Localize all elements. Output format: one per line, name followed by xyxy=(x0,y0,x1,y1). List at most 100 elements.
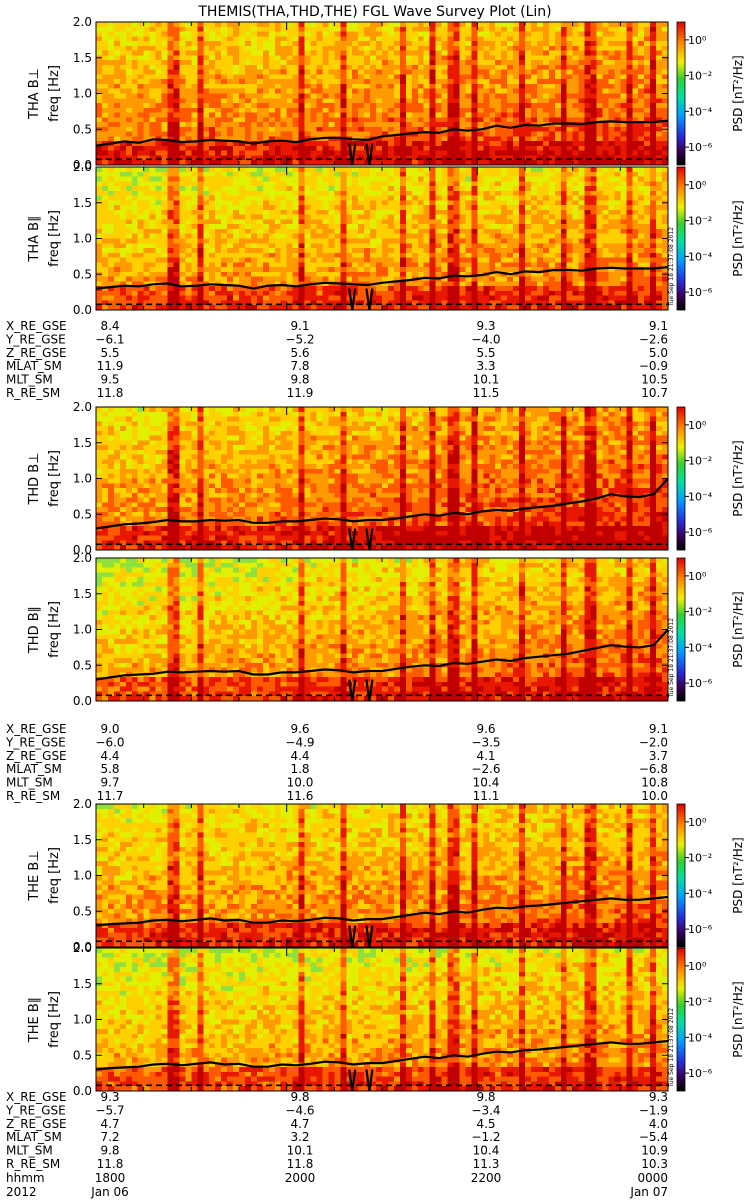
spectrogram-cell xyxy=(120,32,126,37)
spectrogram-cell xyxy=(406,108,412,113)
spectrogram-cell xyxy=(483,84,489,89)
spectrogram-cell xyxy=(537,79,543,84)
spectrogram-cell xyxy=(346,36,352,41)
spectrogram-cell xyxy=(162,84,168,89)
spectrogram-cell xyxy=(519,41,525,46)
spectrogram-cell xyxy=(448,84,454,89)
spectrogram-cell xyxy=(495,108,501,113)
spectrogram-cell xyxy=(281,84,287,89)
spectrogram-cell xyxy=(162,132,168,137)
spectrogram-cell xyxy=(144,200,150,205)
spectrogram-cell xyxy=(233,210,239,215)
spectrogram-cell xyxy=(525,94,531,99)
spectrogram-cell xyxy=(597,132,603,137)
spectrogram-cell xyxy=(281,79,287,84)
spectrogram-cell xyxy=(436,89,442,94)
spectrogram-cell xyxy=(221,177,227,182)
spectrogram-cell xyxy=(185,70,191,75)
spectrogram-cell xyxy=(132,60,138,65)
spectrogram-cell xyxy=(108,55,114,60)
spectrogram-cell xyxy=(102,277,108,282)
spectrogram-cell xyxy=(549,70,555,75)
spectrogram-cell xyxy=(215,94,221,99)
spectrogram-cell xyxy=(197,79,203,84)
spectrogram-cell xyxy=(156,46,162,51)
spectrogram-cell xyxy=(132,291,138,296)
spectrogram-cell xyxy=(656,132,662,137)
spectrogram-cell xyxy=(263,98,269,103)
spectrogram-cell xyxy=(513,36,519,41)
spectrogram-cell xyxy=(185,108,191,113)
spectrogram-cell xyxy=(513,141,519,146)
spectrogram-cell xyxy=(537,70,543,75)
spectrogram-cell xyxy=(96,108,102,113)
spectrogram-cell xyxy=(239,239,245,244)
spectrogram-cell xyxy=(144,224,150,229)
spectrogram-cell xyxy=(531,55,537,60)
spectrogram-cell xyxy=(465,122,471,127)
spectrogram-cell xyxy=(102,191,108,196)
spectrogram-cell xyxy=(138,177,144,182)
spectrogram-cell xyxy=(561,70,567,75)
spectrogram-cell xyxy=(501,79,507,84)
spectrogram-cell xyxy=(328,79,334,84)
spectrogram-cell xyxy=(549,79,555,84)
spectrogram-cell xyxy=(358,122,364,127)
spectrogram-cell xyxy=(513,41,519,46)
spectrogram-cell xyxy=(311,84,317,89)
spectrogram-cell xyxy=(150,113,156,118)
spectrogram-cell xyxy=(197,191,203,196)
spectrogram-cell xyxy=(483,122,489,127)
spectrogram-cell xyxy=(626,32,632,37)
spectrogram-cell xyxy=(96,151,102,156)
spectrogram-cell xyxy=(102,272,108,277)
spectrogram-cell xyxy=(233,286,239,291)
spectrogram-cell xyxy=(364,94,370,99)
spectrogram-cell xyxy=(311,98,317,103)
spectrogram-cell xyxy=(114,229,120,234)
spectrogram-cell xyxy=(126,239,132,244)
spectrogram-cell xyxy=(179,196,185,201)
spectrogram-cell xyxy=(281,113,287,118)
spectrogram-cell xyxy=(120,22,126,27)
spectrogram-cell xyxy=(465,132,471,137)
spectrogram-cell xyxy=(132,258,138,263)
spectrogram-cell xyxy=(168,98,174,103)
spectrogram-cell xyxy=(400,117,406,122)
spectrogram-cell xyxy=(448,46,454,51)
spectrogram-cell xyxy=(585,60,591,65)
spectrogram-cell xyxy=(549,141,555,146)
spectrogram-cell xyxy=(269,108,275,113)
spectrogram-cell xyxy=(573,41,579,46)
spectrogram-cell xyxy=(132,51,138,56)
spectrogram-cell xyxy=(507,151,513,156)
spectrogram-cell xyxy=(465,108,471,113)
spectrogram-cell xyxy=(549,32,555,37)
spectrogram-cell xyxy=(293,84,299,89)
spectrogram-cell xyxy=(430,22,436,27)
spectrogram-cell xyxy=(179,186,185,191)
spectrogram-cell xyxy=(477,55,483,60)
spectrogram-cell xyxy=(448,36,454,41)
spectrogram-cell xyxy=(299,70,305,75)
spectrogram-cell xyxy=(316,32,322,37)
spectrogram-cell xyxy=(150,172,156,177)
spectrogram-cell xyxy=(364,108,370,113)
spectrogram-cell xyxy=(227,22,233,27)
spectrogram-cell xyxy=(626,79,632,84)
spectrogram-cell xyxy=(370,74,376,79)
spectrogram-cell xyxy=(471,46,477,51)
spectrogram-cell xyxy=(233,248,239,253)
spectrogram-cell xyxy=(555,117,561,122)
spectrogram-cell xyxy=(203,181,209,186)
spectrogram-cell xyxy=(519,51,525,56)
spectrogram-cell xyxy=(376,60,382,65)
spectrogram-cell xyxy=(650,89,656,94)
spectrogram-cell xyxy=(263,122,269,127)
spectrogram-cell xyxy=(489,74,495,79)
spectrogram-cell xyxy=(567,146,573,151)
spectrogram-cell xyxy=(197,127,203,132)
spectrogram-cell xyxy=(465,51,471,56)
spectrogram-cell xyxy=(519,117,525,122)
spectrogram-cell xyxy=(376,41,382,46)
